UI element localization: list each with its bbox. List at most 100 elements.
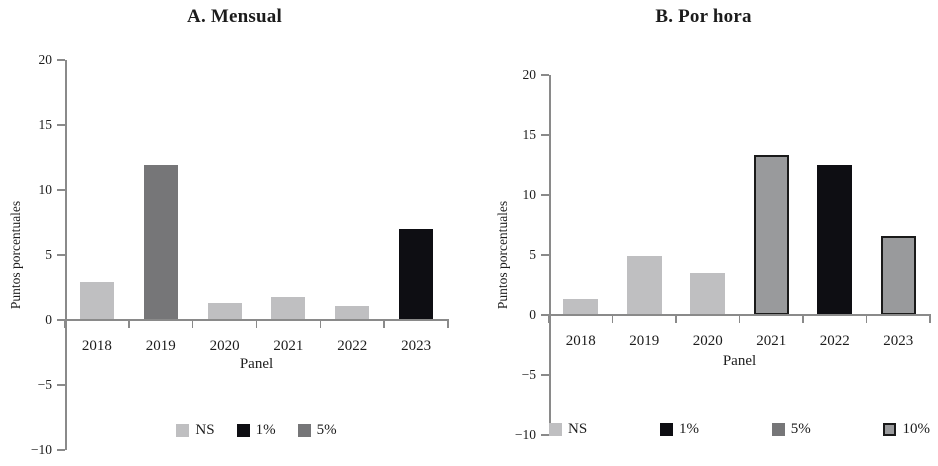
x-tick-label: 2020 [692, 333, 723, 349]
y-tick-label: 0 [529, 307, 536, 322]
bar-2018 [563, 299, 599, 315]
bar-2022 [335, 305, 370, 320]
x-axis-tick [802, 315, 804, 323]
legend-label: 1% [678, 421, 699, 437]
legend-swatch-icon [549, 422, 562, 436]
x-axis-tick [865, 315, 868, 323]
x-axis-tick [255, 320, 258, 328]
bar-2021 [753, 155, 789, 315]
y-axis-line [65, 60, 67, 450]
y-tick-label: 20 [522, 67, 537, 82]
y-tick-label: 5 [45, 247, 52, 262]
legend-item-1pct: 1% [236, 421, 276, 439]
bar-2019 [626, 256, 662, 315]
legend-label: 1% [255, 422, 276, 438]
x-axis-tick [611, 315, 614, 323]
x-axis-tick [738, 315, 741, 323]
panel-a-x-axis-title: Panel [239, 356, 274, 372]
bar-2020 [690, 273, 726, 315]
panel-b-title: B. Por hora [655, 6, 752, 27]
y-tick-label: −5 [37, 377, 52, 392]
x-axis-tick [64, 320, 66, 328]
bar-2018 [79, 282, 114, 320]
y-tick-label: 10 [522, 187, 537, 202]
x-axis-tick [319, 320, 322, 328]
x-tick-label: 2020 [209, 338, 240, 354]
x-axis-tick [675, 315, 677, 323]
legend-swatch-icon [883, 422, 897, 436]
panel-b-legend: NS 1% 5% 10% [549, 420, 930, 438]
panel-b-x-axis-title: Panel [722, 353, 757, 369]
legend-label: 5% [316, 422, 337, 438]
y-axis-tick [541, 74, 549, 76]
legend-swatch-icon [771, 422, 785, 436]
bar-2023 [880, 235, 916, 315]
x-tick-label: 2022 [819, 333, 850, 349]
legend-item-5pct: 5% [771, 420, 811, 438]
y-axis-tick [541, 254, 549, 256]
panel-a-legend: NS 1% 5% [65, 421, 448, 439]
x-tick-label: 2018 [81, 338, 112, 354]
y-tick-label: 15 [38, 117, 53, 132]
y-tick-label: 5 [529, 247, 536, 262]
legend-swatch-icon [176, 423, 190, 437]
legend-swatch-icon [236, 423, 250, 437]
legend-item-5pct: 5% [297, 421, 337, 439]
bar-2021 [271, 296, 306, 320]
panel-a-chart: A. Mensual Puntos porcentuales 20 15 10 5 0−… [8, 6, 449, 457]
x-axis-tick [383, 320, 385, 328]
y-axis-tick [541, 134, 549, 136]
bar-2023 [399, 229, 434, 320]
x-tick-label: 2021 [756, 333, 787, 349]
x-tick-label: 2021 [273, 338, 304, 354]
bar-2020 [207, 303, 242, 320]
legend-item-ns: NS [549, 420, 587, 438]
y-axis-tick [57, 384, 65, 386]
x-tick-label: 2019 [145, 338, 176, 354]
legend-label: 10% [902, 421, 930, 437]
x-tick-label: 2023 [883, 333, 914, 349]
legend-item-ns: NS [176, 421, 215, 439]
y-axis-tick [57, 124, 65, 126]
legend-label: 5% [790, 421, 811, 437]
x-axis-tick [548, 315, 550, 323]
panel-b-chart: B. Por hora Puntos porcentuales 20 15 10 5 0… [469, 0, 938, 466]
legend-swatch-icon [297, 423, 311, 437]
x-axis-tick [929, 315, 931, 323]
y-axis-tick [57, 319, 65, 321]
y-tick-label: 15 [522, 127, 537, 142]
y-axis-tick [541, 374, 549, 376]
y-axis-tick [541, 314, 549, 316]
y-axis-tick [57, 59, 65, 61]
y-axis-tick [57, 254, 65, 256]
panel-a-plot-area: 20 15 10 5 0 −5 −10 2018 2019 2020 2021 2022 2023 [31, 52, 449, 457]
y-tick-label: −10 [30, 442, 52, 457]
x-tick-label: 2019 [629, 333, 660, 349]
legend-swatch-icon [659, 422, 673, 436]
y-tick-label: 10 [38, 182, 53, 197]
y-tick-label: 20 [38, 52, 53, 67]
x-axis-tick [447, 320, 449, 328]
y-tick-label: −10 [514, 427, 536, 442]
bar-2019 [143, 165, 178, 320]
x-tick-label: 2023 [401, 338, 432, 354]
x-axis-tick [128, 320, 130, 328]
legend-item-10pct: 10% [883, 420, 930, 438]
y-axis-tick [541, 434, 549, 436]
y-axis-tick [57, 189, 65, 191]
panel-a-title: A. Mensual [187, 6, 282, 27]
legend-label: NS [195, 422, 215, 438]
panel-b-plot-area: 20 15 10 5 0 −5 −10 2018 2019 2020 2021 2022 2023 [515, 67, 931, 442]
y-axis-tick [541, 194, 549, 196]
x-tick-label: 2018 [565, 333, 596, 349]
legend-label: NS [568, 421, 588, 437]
bar-2022 [817, 165, 853, 315]
x-tick-label: 2022 [337, 338, 368, 354]
y-axis-line [549, 75, 551, 435]
y-tick-label: 0 [45, 312, 52, 327]
legend-item-1pct: 1% [659, 420, 699, 438]
x-axis-tick [191, 320, 194, 328]
y-axis-tick [57, 449, 65, 451]
y-tick-label: −5 [521, 367, 536, 382]
